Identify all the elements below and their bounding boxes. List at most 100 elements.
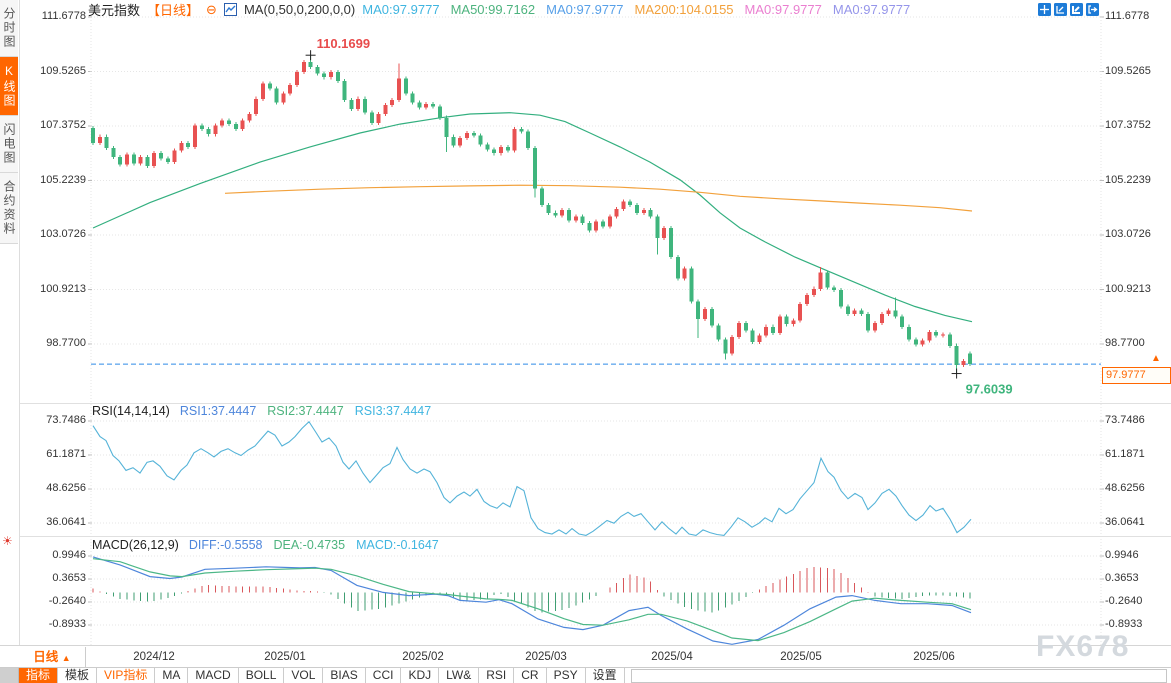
indicator-value: DEA:-0.4735 bbox=[273, 538, 346, 552]
toolbar-button-VIP指标[interactable]: VIP指标 bbox=[97, 668, 156, 683]
date-axis-row: 日线 ▲ bbox=[0, 645, 1171, 668]
toolbar-button-设置[interactable]: 设置 bbox=[586, 668, 625, 683]
y-axis-label-left: 36.0641 bbox=[46, 516, 86, 528]
sidebar-tab-K线图[interactable]: K线图 bbox=[0, 57, 18, 116]
toolbar-button-CR[interactable]: CR bbox=[514, 668, 547, 683]
toolbar-button-KDJ[interactable]: KDJ bbox=[401, 668, 440, 683]
y-axis-label-left: -0.2640 bbox=[48, 595, 86, 607]
pane-collapse-icon[interactable] bbox=[1086, 3, 1099, 16]
chart-header: 美元指数 【日线】 ⊖ MA(0,50,0,200,0,0) MA0:97.97… bbox=[88, 1, 910, 19]
y-axis-label-right: 100.9213 bbox=[1105, 282, 1151, 295]
indicator-toolbar: 指标 模板 VIP指标 MA MACD BOLL VOL BIAS CCI KDJ LW& RSI CR… bbox=[0, 667, 1171, 683]
y-axis-label-right: 61.1871 bbox=[1105, 448, 1145, 460]
period-tag: 【日线】 bbox=[147, 3, 200, 18]
x-axis-label: 2025/01 bbox=[264, 651, 306, 663]
axis-zoom-icon[interactable] bbox=[1054, 3, 1067, 16]
y-axis-label-right: 107.3752 bbox=[1105, 119, 1151, 131]
rsi-panel-header: RSI(14,14,14) RSI1:37.4447 RSI2:37.4447 RS… bbox=[92, 404, 431, 418]
macd-panel-header: MACD(26,12,9) DIFF:-0.5558 DEA:-0.4735 MAC… bbox=[92, 538, 439, 552]
price-up-arrow-icon: ▲ bbox=[1151, 353, 1161, 364]
rsi-values: RSI1:37.4447 RSI2:37.4447 RSI3:37.4447 bbox=[180, 404, 431, 418]
toolbar-button-RSI[interactable]: RSI bbox=[479, 668, 515, 683]
y-axis-label-left: 111.6778 bbox=[41, 10, 86, 22]
toolbar-button-LW&[interactable]: LW& bbox=[439, 668, 480, 683]
y-axis-label-left: 105.2239 bbox=[40, 173, 86, 186]
indicator-value: RSI1:37.4447 bbox=[179, 404, 257, 418]
macd-values: DIFF:-0.5558 DEA:-0.4735 MACD:-0.1647 bbox=[189, 538, 439, 552]
y-axis-label-right: 36.0641 bbox=[1105, 516, 1145, 528]
y-axis-label-right: 103.0726 bbox=[1105, 228, 1151, 240]
collapse-indicator-icon[interactable]: ⊖ bbox=[206, 1, 217, 17]
y-axis-label-right: 98.7700 bbox=[1105, 337, 1145, 349]
y-axis-label-left: 73.7486 bbox=[46, 414, 86, 426]
indicator-value: RSI2:37.4447 bbox=[267, 404, 344, 418]
toolbar-empty-field bbox=[630, 669, 1167, 683]
y-axis-label-right: 111.6778 bbox=[1105, 10, 1150, 22]
y-axis-label-right: 109.5265 bbox=[1105, 64, 1151, 77]
ma-value: MA0:97.9777 bbox=[832, 2, 911, 17]
crosshair-icon[interactable] bbox=[1038, 3, 1051, 16]
y-axis-label-right: -0.8933 bbox=[1105, 618, 1143, 630]
sidebar: 分时图 K线图 闪电图 合约资料 bbox=[0, 0, 20, 645]
sidebar-tab-闪电图[interactable]: 闪电图 bbox=[0, 116, 18, 173]
watermark: FX678 bbox=[1036, 630, 1130, 663]
y-axis-label-left: 100.9213 bbox=[40, 282, 86, 295]
y-axis-label-left: 0.9946 bbox=[52, 549, 86, 561]
toolbar-button-MA[interactable]: MA bbox=[155, 668, 189, 683]
x-axis-label: 2025/04 bbox=[651, 651, 693, 663]
chart-toolbar-icons bbox=[1038, 3, 1099, 16]
x-axis-label: 2024/12 bbox=[133, 651, 175, 663]
toolbar-button-BIAS[interactable]: BIAS bbox=[323, 668, 366, 683]
y-axis-label-left: 103.0726 bbox=[40, 228, 86, 240]
toolbar-buttons: 指标 模板 VIP指标 MA MACD BOLL VOL BIAS CCI KDJ LW& RSI CR… bbox=[19, 668, 625, 683]
ma-value: MA0:97.9777 bbox=[362, 2, 440, 17]
svg-text:97.6039: 97.6039 bbox=[966, 382, 1013, 397]
toolbar-button-模板[interactable]: 模板 bbox=[58, 668, 98, 683]
symbol-title: 美元指数 bbox=[88, 3, 141, 18]
svg-text:110.1699: 110.1699 bbox=[317, 36, 371, 51]
toolbar-button-CCI[interactable]: CCI bbox=[366, 668, 402, 683]
x-axis-label: 2025/03 bbox=[525, 651, 567, 663]
ma-value: MA50:99.7162 bbox=[450, 2, 536, 17]
x-axis-label: 2025/06 bbox=[913, 651, 955, 663]
toolbar-button-PSY[interactable]: PSY bbox=[547, 668, 586, 683]
current-price-tag: 97.9777 bbox=[1102, 367, 1171, 384]
toolbar-button-BOLL[interactable]: BOLL bbox=[239, 668, 285, 683]
indicator-value: RSI3:37.4447 bbox=[354, 404, 432, 418]
y-axis-label-right: -0.2640 bbox=[1105, 595, 1143, 607]
indicator-value: MACD:-0.1647 bbox=[356, 538, 439, 552]
sidebar-tab-分时图[interactable]: 分时图 bbox=[0, 0, 18, 57]
y-axis-label-right: 48.6256 bbox=[1105, 482, 1145, 494]
axis-zoom-active-icon[interactable] bbox=[1070, 3, 1083, 16]
toolbar-button-指标[interactable]: 指标 bbox=[19, 668, 59, 683]
y-axis-label-right: 0.9946 bbox=[1105, 549, 1139, 561]
y-axis-label-left: 61.1871 bbox=[46, 448, 86, 460]
y-axis-label-left: 48.6256 bbox=[46, 482, 86, 494]
toolbar-button-VOL[interactable]: VOL bbox=[284, 668, 324, 683]
y-axis-label-left: 98.7700 bbox=[46, 337, 86, 349]
ma-values: MA0:97.9777 MA50:99.7162 MA0:97.9777 MA200:… bbox=[362, 2, 910, 17]
y-axis-label-right: 73.7486 bbox=[1105, 414, 1145, 426]
ma-value: MA0:97.9777 bbox=[546, 2, 624, 17]
ma-value: MA200:104.0155 bbox=[634, 2, 734, 17]
ma-value: MA0:97.9777 bbox=[744, 2, 822, 17]
y-axis-label-left: 109.5265 bbox=[40, 64, 86, 77]
rsi-title: RSI(14,14,14) bbox=[92, 404, 170, 418]
y-axis-label-right: 105.2239 bbox=[1105, 173, 1151, 186]
macd-title: MACD(26,12,9) bbox=[92, 538, 179, 552]
toolbar-corner bbox=[0, 668, 19, 683]
period-selector-button[interactable]: 日线 ▲ bbox=[19, 647, 86, 667]
settings-sun-icon[interactable]: ☀ bbox=[2, 534, 13, 548]
x-axis-label: 2025/02 bbox=[402, 651, 444, 663]
y-axis-label-left: -0.8933 bbox=[48, 618, 86, 630]
y-axis-label-right: 0.3653 bbox=[1105, 572, 1139, 584]
y-axis-label-left: 107.3752 bbox=[40, 119, 86, 131]
ma-settings-label: MA(0,50,0,200,0,0) bbox=[243, 2, 356, 17]
toolbar-button-MACD[interactable]: MACD bbox=[188, 668, 239, 683]
kline-style-icon[interactable] bbox=[223, 3, 237, 16]
x-axis-label: 2025/05 bbox=[780, 651, 822, 663]
sidebar-tab-合约资料[interactable]: 合约资料 bbox=[0, 173, 18, 244]
indicator-value: DIFF:-0.5558 bbox=[188, 538, 263, 552]
